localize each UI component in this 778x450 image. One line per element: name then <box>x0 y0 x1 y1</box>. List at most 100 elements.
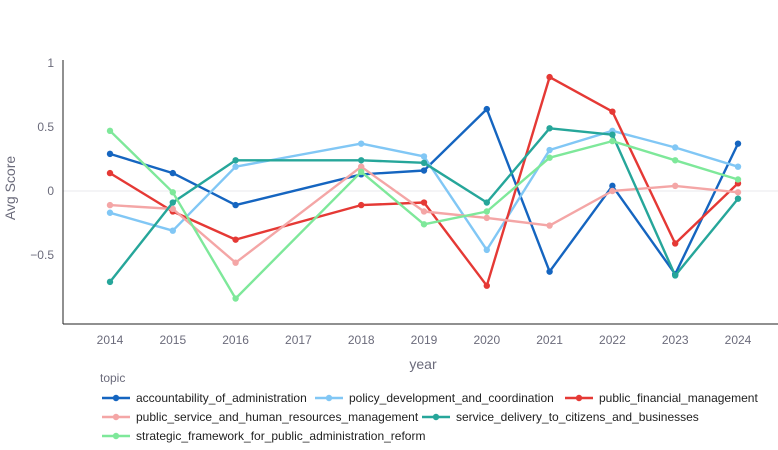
series-line <box>109 129 739 300</box>
data-point[interactable] <box>672 157 679 164</box>
data-point[interactable] <box>232 259 239 266</box>
data-point[interactable] <box>546 146 553 154</box>
data-point[interactable] <box>169 205 176 213</box>
data-point[interactable] <box>546 73 553 81</box>
x-tick-label: 2015 <box>159 333 186 347</box>
data-point[interactable] <box>106 201 114 209</box>
y-axis-title: Avg Score <box>2 156 18 221</box>
data-point[interactable] <box>734 189 742 196</box>
data-point[interactable] <box>609 108 616 115</box>
data-point[interactable] <box>420 153 428 160</box>
legend-swatch-marker <box>112 394 120 402</box>
data-point[interactable] <box>546 154 553 161</box>
legend-swatch-marker <box>575 394 583 402</box>
data-point[interactable] <box>672 240 679 247</box>
x-axis-title: year <box>409 356 437 372</box>
legend-title: topic <box>100 371 125 385</box>
series-line <box>109 165 739 264</box>
data-point[interactable] <box>358 168 365 175</box>
series-line <box>109 75 739 287</box>
series-strategic_framework_for_public_administration_reform <box>106 127 742 302</box>
x-tick-label: 2014 <box>97 333 124 347</box>
x-tick-label: 2017 <box>285 333 312 347</box>
legend-label: strategic_framework_for_public_administr… <box>136 429 425 443</box>
legend-swatch-marker <box>112 432 120 440</box>
data-point[interactable] <box>232 295 239 302</box>
axes: 1 0.5 0 −0.5 2014 2015 2016 2017 2018 2019 2020 202… <box>30 56 778 347</box>
data-point[interactable] <box>420 208 428 215</box>
data-point[interactable] <box>734 176 742 183</box>
data-point[interactable] <box>546 125 553 132</box>
data-point[interactable] <box>609 187 616 195</box>
legend-item[interactable]: accountability_of_administration <box>102 391 307 405</box>
data-point[interactable] <box>106 150 114 158</box>
data-point[interactable] <box>546 268 553 275</box>
data-point[interactable] <box>483 105 490 113</box>
data-point[interactable] <box>232 157 239 164</box>
legend-swatch-marker <box>325 394 333 402</box>
data-point[interactable] <box>420 199 428 206</box>
legend-item[interactable]: strategic_framework_for_public_administr… <box>102 429 425 443</box>
data-point[interactable] <box>734 195 742 202</box>
data-point[interactable] <box>106 127 114 135</box>
legend-label: public_service_and_human_resources_manag… <box>136 410 419 424</box>
data-point[interactable] <box>672 144 679 151</box>
legend-label: policy_development_and_coordination <box>349 391 554 405</box>
data-point[interactable] <box>546 222 553 229</box>
legend-label: public_financial_management <box>599 391 758 405</box>
data-point[interactable] <box>169 169 176 177</box>
legend-item[interactable]: public_service_and_human_resources_manag… <box>102 410 419 424</box>
legend-swatch-marker <box>432 413 440 421</box>
data-point[interactable] <box>358 201 365 209</box>
data-point[interactable] <box>483 199 490 206</box>
series-accountability_of_administration <box>106 105 742 278</box>
data-point[interactable] <box>169 189 176 196</box>
data-point[interactable] <box>734 163 742 170</box>
series-line <box>109 129 739 252</box>
data-point[interactable] <box>358 157 365 164</box>
data-point[interactable] <box>232 236 239 243</box>
x-tick-label: 2022 <box>599 333 626 347</box>
data-point[interactable] <box>609 137 616 145</box>
data-point[interactable] <box>106 209 114 216</box>
legend-item[interactable]: public_financial_management <box>565 391 758 405</box>
data-point[interactable] <box>483 208 490 215</box>
x-tick-label: 2020 <box>473 333 500 347</box>
series-line <box>109 127 739 283</box>
x-tick-label: 2021 <box>536 333 563 347</box>
legend-label: service_delivery_to_citizens_and_busines… <box>456 410 699 424</box>
data-point[interactable] <box>483 246 490 254</box>
legend-label: accountability_of_administration <box>136 391 307 405</box>
legend-item[interactable]: policy_development_and_coordination <box>315 391 554 405</box>
data-point[interactable] <box>734 140 742 147</box>
data-point[interactable] <box>420 221 428 228</box>
data-point[interactable] <box>106 278 114 286</box>
series-public_financial_management <box>106 73 742 289</box>
x-tick-label: 2019 <box>411 333 438 347</box>
data-point[interactable] <box>672 272 679 279</box>
data-point[interactable] <box>483 214 490 222</box>
data-point[interactable] <box>609 131 616 138</box>
x-tick-label: 2024 <box>725 333 752 347</box>
data-point[interactable] <box>232 201 239 209</box>
data-point[interactable] <box>672 182 679 190</box>
legend-swatch-marker <box>112 413 120 421</box>
x-tick-label: 2023 <box>662 333 689 347</box>
data-point[interactable] <box>358 140 365 147</box>
y-tick-label: 0.5 <box>37 120 54 134</box>
data-point[interactable] <box>169 227 176 234</box>
legend-item[interactable]: service_delivery_to_citizens_and_busines… <box>422 410 699 424</box>
data-point[interactable] <box>420 159 428 167</box>
data-point[interactable] <box>358 163 365 170</box>
data-point[interactable] <box>169 199 176 206</box>
x-tick-label: 2018 <box>348 333 375 347</box>
data-point[interactable] <box>483 282 490 289</box>
y-tick-label: −0.5 <box>30 248 54 262</box>
series-policy_development_and_coordination <box>106 127 742 254</box>
data-point[interactable] <box>420 167 428 174</box>
data-point[interactable] <box>232 163 239 170</box>
legend: topic accountability_of_administration po… <box>100 371 758 443</box>
data-point[interactable] <box>609 182 616 190</box>
data-point[interactable] <box>106 169 114 177</box>
y-tick-label: 0 <box>47 184 54 198</box>
